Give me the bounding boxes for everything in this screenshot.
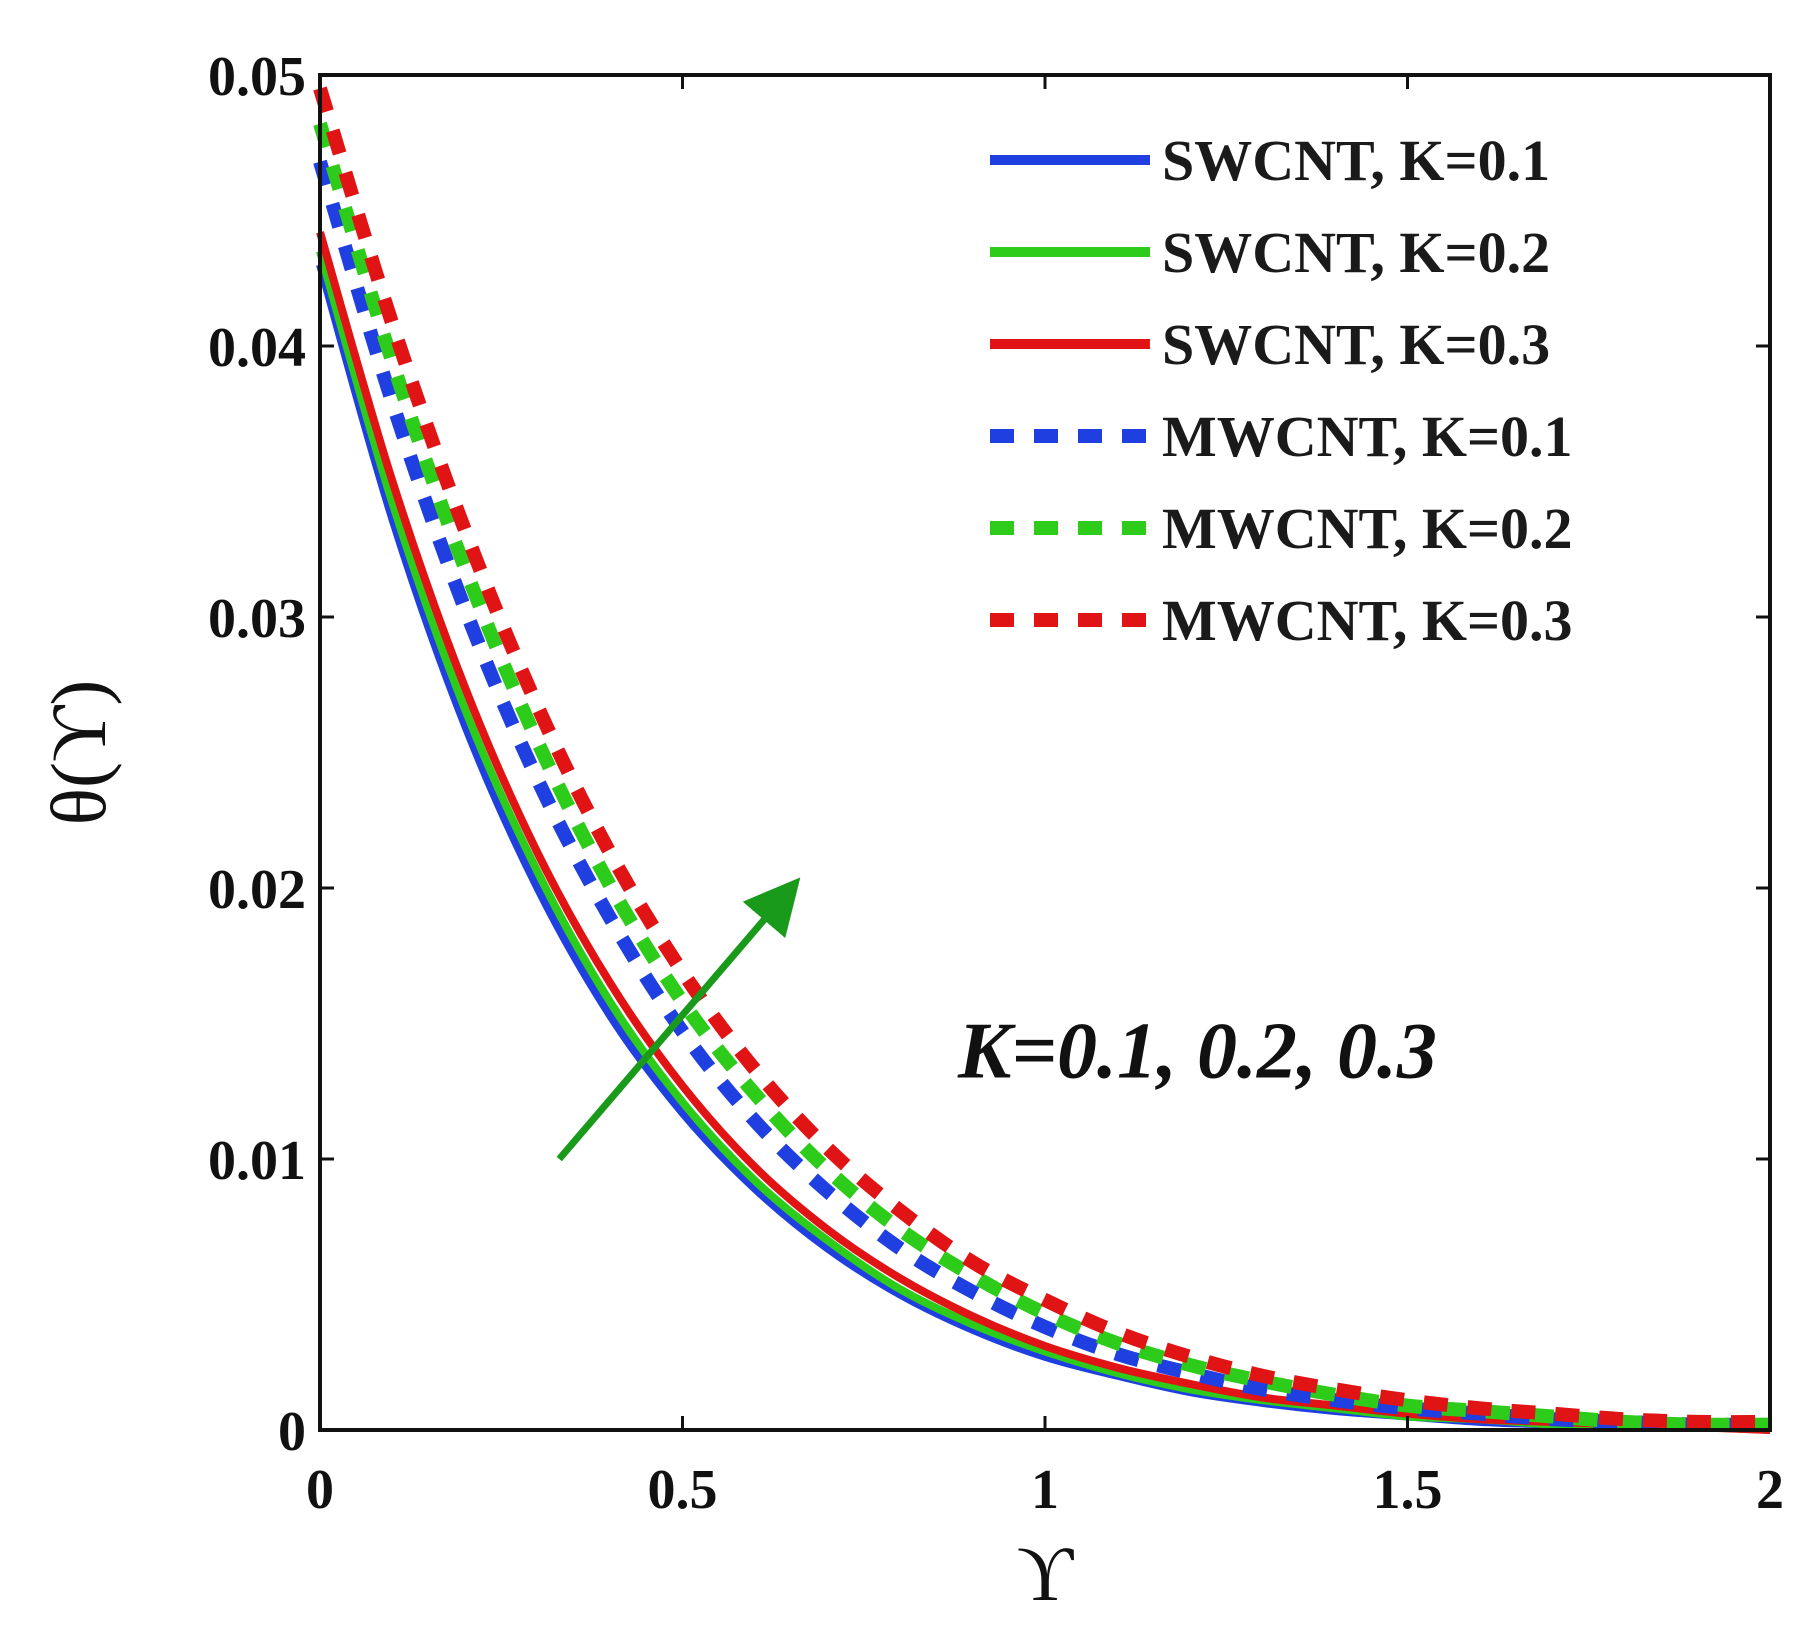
series-line-swcnt-k-0-3	[316, 231, 1771, 1434]
y-axis-ticks: 0 0.01 0.02 0.03 0.04 0.05	[208, 46, 1770, 1463]
annotation-arrow	[556, 877, 801, 1162]
legend-label: SWCNT, K=0.1	[1162, 128, 1550, 193]
annotation-text: K=0.1, 0.2, 0.3	[957, 1008, 1437, 1096]
series-group	[313, 86, 1771, 1434]
legend-label: MWCNT, K=0.2	[1162, 496, 1573, 561]
x-tick-label: 1.5	[1373, 1459, 1443, 1521]
x-axis-label: ϒ	[1017, 1530, 1075, 1617]
y-tick-label: 0.01	[208, 1130, 306, 1192]
series-line-mwcnt-k-0-2	[313, 121, 1771, 1432]
y-axis-label: θ(ϒ)	[35, 680, 122, 826]
x-axis-ticks: 0 0.5 1 1.5 2	[306, 75, 1784, 1521]
legend-label: SWCNT, K=0.3	[1162, 312, 1550, 377]
x-tick-label: 2	[1756, 1459, 1784, 1521]
legend-label: MWCNT, K=0.1	[1162, 404, 1573, 469]
legend-label: SWCNT, K=0.2	[1162, 220, 1550, 285]
x-tick-label: 0	[306, 1459, 334, 1521]
y-tick-label: 0.05	[208, 46, 306, 108]
series-line-mwcnt-k-0-1	[313, 159, 1771, 1432]
y-tick-label: 0.03	[208, 588, 306, 650]
y-tick-label: 0.02	[208, 859, 306, 921]
y-tick-label: 0	[278, 1401, 306, 1463]
x-tick-label: 1	[1031, 1459, 1059, 1521]
x-tick-label: 0.5	[648, 1459, 718, 1521]
y-tick-label: 0.04	[208, 317, 306, 379]
legend-label: MWCNT, K=0.3	[1162, 588, 1573, 653]
series-line-mwcnt-k-0-3	[313, 86, 1771, 1430]
annotation: K=0.1, 0.2, 0.3	[556, 877, 1437, 1162]
legend: SWCNT, K=0.1 SWCNT, K=0.2 SWCNT, K=0.3 MWCN…	[990, 128, 1573, 653]
